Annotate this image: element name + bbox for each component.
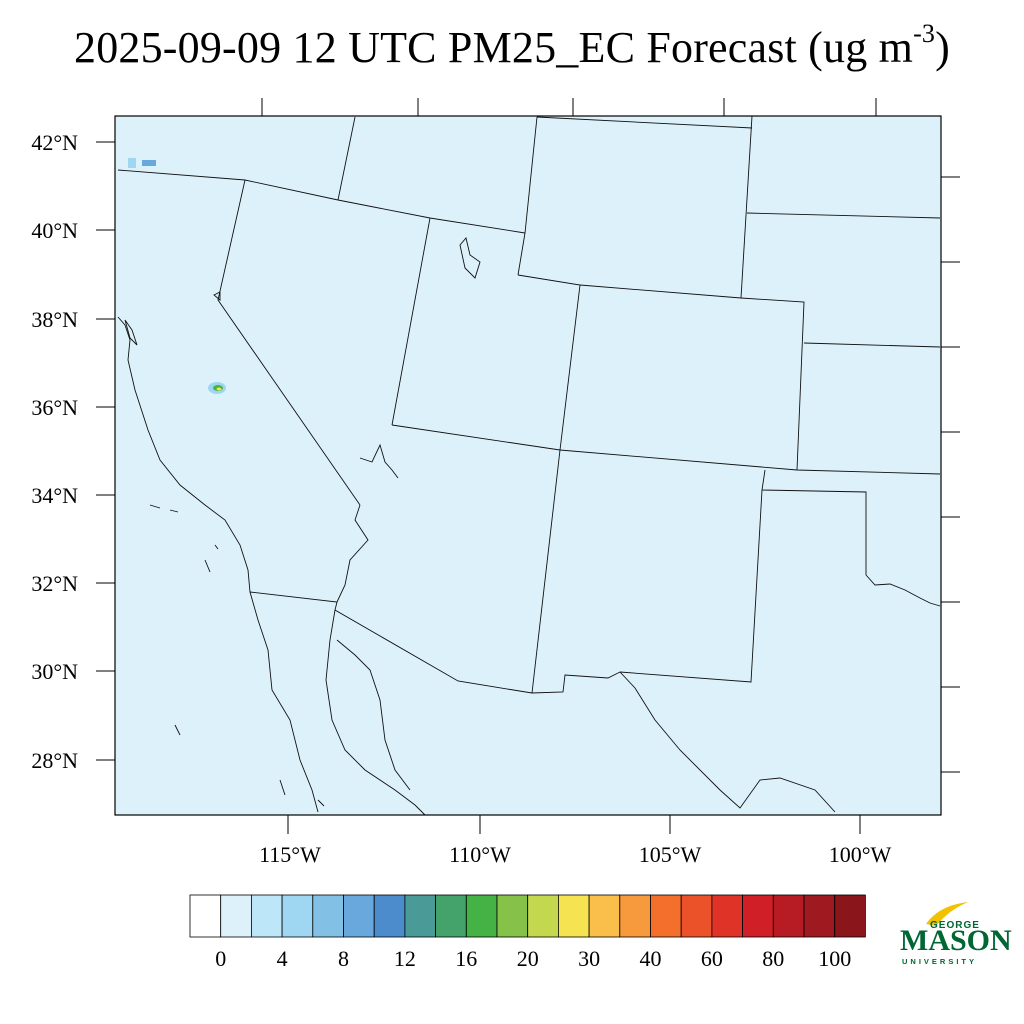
state-boundary-co-north xyxy=(579,284,805,471)
logo-george: GEORGE xyxy=(930,920,980,931)
pm25-patch-northern-ca xyxy=(142,160,156,166)
colorbar-swatch-19 xyxy=(772,894,805,938)
state-boundary-ks-ne xyxy=(803,342,941,348)
map-boundaries xyxy=(117,115,941,816)
colorbar-swatch-4 xyxy=(312,894,344,938)
colorbar-label-1: 4 xyxy=(277,946,288,971)
colorbar-swatch-12 xyxy=(558,894,590,938)
map-ticks xyxy=(96,98,960,834)
colorbar-swatch-6 xyxy=(373,894,406,938)
colorbar-swatch-15 xyxy=(650,894,682,938)
lat-label-42n: 42°N xyxy=(31,130,78,155)
channel-islands xyxy=(149,504,219,573)
colorbar-label-4: 16 xyxy=(455,946,477,971)
lat-label-30n: 30°N xyxy=(31,659,78,684)
colorbar-swatch-10 xyxy=(496,894,529,938)
state-boundary-nm-south xyxy=(619,489,763,683)
colorbar-swatch-16 xyxy=(680,894,713,938)
lon-label-100w: 100°W xyxy=(829,842,892,867)
pm25-patch-north-coast xyxy=(128,158,136,168)
state-boundary-id-nv xyxy=(337,116,356,201)
logo-mason: MASON xyxy=(900,924,1012,957)
colorbar-swatch-0 xyxy=(189,894,222,938)
lon-label-115w: 115°W xyxy=(259,842,321,867)
colorbar-swatch-18 xyxy=(742,894,774,938)
colorbar-label-6: 30 xyxy=(578,946,600,971)
colorbar-label-0: 0 xyxy=(215,946,226,971)
colorbar-label-2: 8 xyxy=(338,946,349,971)
colorbar-swatch-21 xyxy=(834,894,866,938)
colorbar-swatch-20 xyxy=(803,894,836,938)
colorbar-swatch-7 xyxy=(404,894,436,938)
state-boundary-ne-sd xyxy=(746,212,941,219)
colorbar-label-5: 20 xyxy=(517,946,539,971)
gulf-of-california-coast xyxy=(336,639,411,791)
colorbar xyxy=(189,894,866,938)
colorbar-labels: 0 4 8 12 16 20 30 40 60 80 100 xyxy=(215,946,851,971)
lat-label-28n: 28°N xyxy=(31,748,78,773)
lake-mead xyxy=(359,443,399,479)
state-boundary-nv-ut xyxy=(391,217,431,426)
colorbar-label-8: 60 xyxy=(701,946,723,971)
title-end: ) xyxy=(935,23,950,72)
arizona-california-boundary xyxy=(336,504,369,603)
logo-university: UNIVERSITY xyxy=(902,957,978,966)
colorbar-swatch-8 xyxy=(435,894,467,938)
colorbar-swatch-1 xyxy=(220,894,252,938)
colorbar-swatch-2 xyxy=(250,894,283,938)
colorbar-swatch-11 xyxy=(527,894,559,938)
colorbar-swatch-13 xyxy=(588,894,621,938)
chart-title: 2025-09-09 12 UTC PM25_EC Forecast (ug m… xyxy=(0,19,1024,73)
california-coastline xyxy=(117,316,319,813)
map-frame xyxy=(114,115,942,816)
colorbar-label-10: 100 xyxy=(818,946,851,971)
state-boundary-wy-ut-north xyxy=(524,116,538,234)
george-mason-logo: GEORGE MASON UNIVERSITY xyxy=(896,900,1012,970)
colorbar-swatch-3 xyxy=(281,894,314,938)
san-francisco-bay xyxy=(124,319,138,346)
colorbar-label-7: 40 xyxy=(640,946,662,971)
baja-islands xyxy=(174,724,325,807)
lat-label-40n: 40°N xyxy=(31,218,78,243)
great-salt-lake xyxy=(459,237,481,279)
colorbar-swatch-14 xyxy=(619,894,651,938)
lat-label-32n: 32°N xyxy=(31,571,78,596)
state-boundary-ut-az xyxy=(391,424,941,475)
colorbar-label-9: 80 xyxy=(762,946,784,971)
state-boundary-wy-co-ne xyxy=(740,115,753,299)
colorbar-swatch-17 xyxy=(711,894,744,938)
lake-tahoe xyxy=(213,291,221,301)
state-boundary-ut-wy-south xyxy=(517,232,526,276)
state-boundary-az-nm xyxy=(531,449,561,694)
title-superscript: -3 xyxy=(913,19,936,49)
lon-label-110w: 110°W xyxy=(449,842,511,867)
state-boundary-nm-tx xyxy=(761,469,867,575)
lat-label-34n: 34°N xyxy=(31,483,78,508)
us-mexico-border xyxy=(249,591,836,813)
lat-label-38n: 38°N xyxy=(31,307,78,332)
state-boundary-wy-north xyxy=(536,116,753,129)
pm25-patch-sierra-core xyxy=(216,387,222,391)
state-boundary-ca-nv xyxy=(217,179,361,506)
colorbar-label-3: 12 xyxy=(394,946,416,971)
colorbar-swatch-9 xyxy=(465,894,498,938)
logo-swoosh-icon xyxy=(926,902,968,926)
map-background xyxy=(115,116,941,815)
red-river xyxy=(865,574,941,607)
baja-east-coast xyxy=(325,609,426,816)
title-main: 2025-09-09 12 UTC PM25_EC Forecast (ug m xyxy=(74,23,914,72)
colorbar-swatch-5 xyxy=(343,894,375,938)
lon-label-105w: 105°W xyxy=(639,842,702,867)
lat-label-36n: 36°N xyxy=(31,395,78,420)
pm25-patches xyxy=(128,158,226,394)
